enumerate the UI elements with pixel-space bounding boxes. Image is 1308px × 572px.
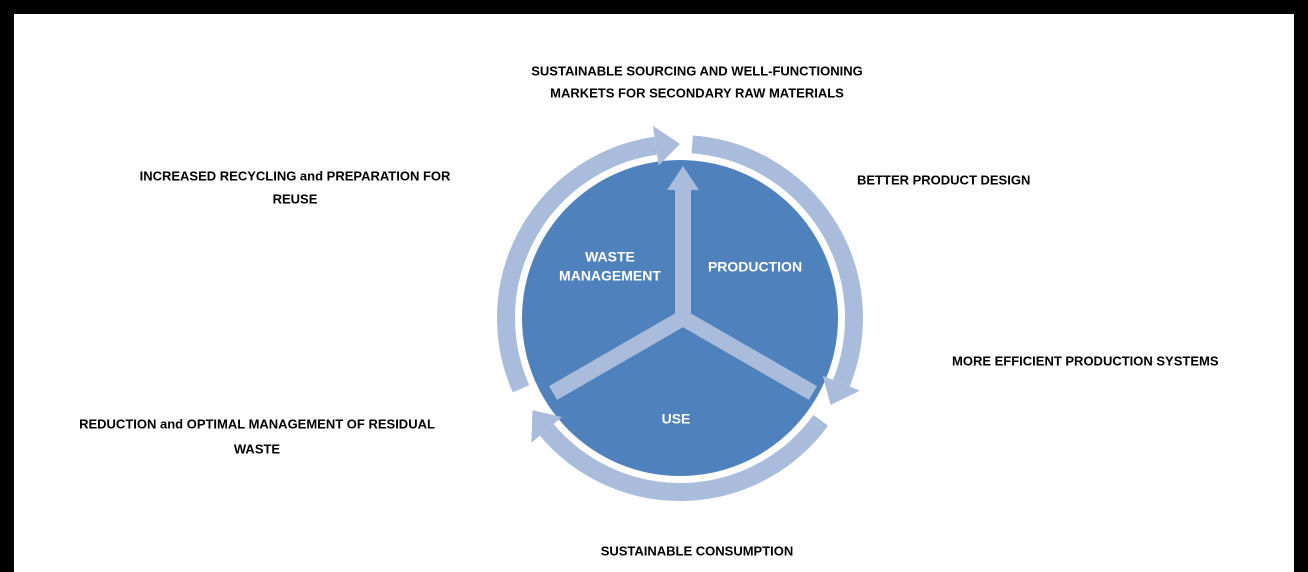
sector-label: MANAGEMENT [559, 268, 661, 284]
arrow-head [531, 410, 563, 443]
divider [549, 311, 688, 400]
outer-label: SUSTAINABLE CONSUMPTION [601, 543, 794, 558]
outer-label: BETTER PRODUCT DESIGN [857, 172, 1030, 187]
outer-label: REDUCTION and OPTIMAL MANAGEMENT OF RESI… [79, 416, 435, 431]
outer-label: MARKETS FOR SECONDARY RAW MATERIALS [550, 85, 844, 100]
sector-label: WASTE [585, 249, 635, 265]
outer-label: MORE EFFICIENT PRODUCTION SYSTEMS [952, 353, 1219, 368]
sector-label: USE [662, 411, 691, 427]
outer-label: INCREASED RECYCLING and PREPARATION FOR [140, 168, 451, 183]
ring-arrow [539, 414, 829, 501]
arrow-head [653, 125, 680, 166]
sector-label: PRODUCTION [708, 259, 802, 275]
ring-arrow [691, 135, 863, 387]
arrow-head [822, 375, 860, 405]
ring-arrow [497, 136, 658, 393]
outer-label: WASTE [234, 441, 281, 456]
outer-label: SUSTAINABLE SOURCING AND WELL-FUNCTIONIN… [531, 63, 862, 78]
outer-label: REUSE [273, 191, 318, 206]
divider [678, 311, 817, 400]
divider-arrow [667, 166, 699, 190]
